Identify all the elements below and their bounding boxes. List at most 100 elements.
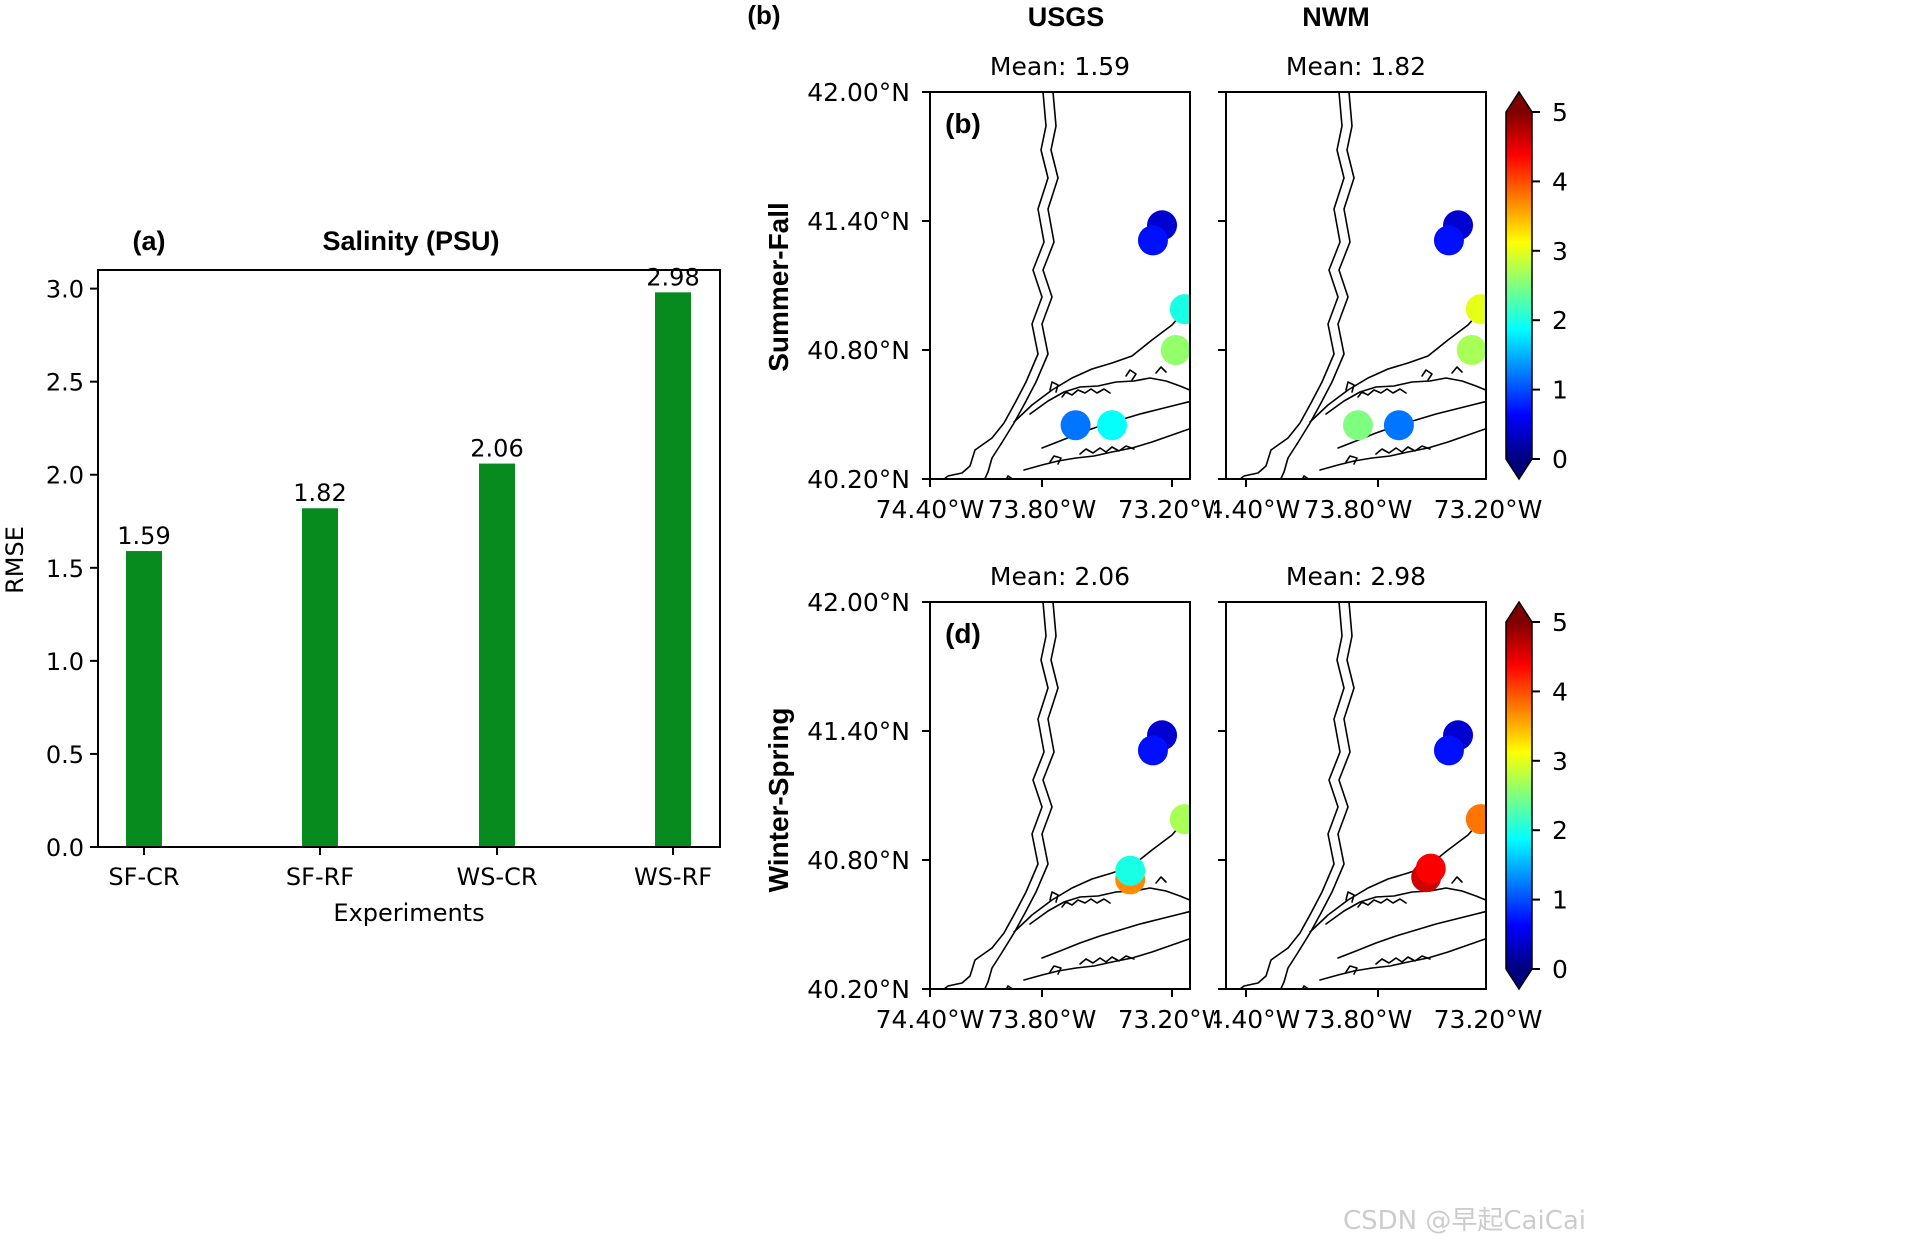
lon-tick-label: 73.80°W	[988, 1005, 1097, 1034]
bar-value-label: 2.98	[646, 263, 699, 291]
lat-tick-label: 40.20°N	[807, 465, 910, 494]
y-tick-label: 2.0	[46, 462, 84, 490]
map-background	[1226, 602, 1486, 989]
lat-tick-label: 42.00°N	[807, 78, 910, 107]
x-tick-label: WS-CR	[456, 863, 537, 891]
column-title-nwm: NWM	[1302, 2, 1369, 32]
lat-tick-label: 40.20°N	[807, 975, 910, 1004]
station-marker	[1383, 410, 1414, 441]
map-frame	[929, 601, 1191, 990]
colorbar: 0 1 2 3 4 5	[1505, 90, 1568, 481]
colorbar-tick-label: 5	[1552, 608, 1568, 637]
column-title-usgs: USGS	[1028, 2, 1105, 32]
rmse-bar-chart: (a) Salinity (PSU) 0.0 0.5 1.0 1.5 2.0 2.5 3.0…	[1, 226, 721, 927]
map-frame	[1225, 601, 1487, 990]
mean-label: Mean: 1.59	[990, 52, 1130, 81]
x-tick-label: SF-RF	[286, 863, 354, 891]
station-marker	[1097, 410, 1127, 441]
y-tick-label: 3.0	[46, 276, 84, 304]
colorbar-tick-label: 2	[1552, 306, 1568, 335]
bar-value-label: 1.82	[293, 479, 346, 507]
mean-label: Mean: 1.82	[1286, 52, 1426, 81]
lat-tick-label: 40.80°N	[807, 336, 910, 365]
lon-tick-label: 74.40°W	[1192, 495, 1301, 524]
station-marker	[1456, 335, 1486, 365]
lat-tick-label: 41.40°N	[807, 717, 910, 746]
x-tick-label: SF-CR	[108, 863, 179, 891]
lon-tick-label: 73.80°W	[988, 495, 1097, 524]
colorbar-tick-label: 4	[1552, 677, 1568, 706]
colorbar-tick-label: 4	[1552, 167, 1568, 196]
station-marker	[1433, 735, 1464, 766]
y-tick-label: 0.0	[46, 834, 84, 862]
colorbar-tick-label: 1	[1552, 376, 1568, 405]
bar-value-label: 2.06	[470, 435, 523, 463]
colorbar-tick-label: 3	[1552, 237, 1568, 266]
map-panel-summer-fall-nwm: Mean: 1.82	[1218, 52, 1487, 487]
y-tick-label: 2.5	[46, 369, 84, 397]
station-marker	[1115, 855, 1146, 886]
map-panel-winter-spring-nwm: Mean: 2.98	[1218, 562, 1487, 997]
lon-tick-label: 74.40°W	[876, 1005, 985, 1034]
station-marker	[1433, 225, 1464, 256]
bar-sf-rf	[302, 508, 338, 847]
bar-value-label: 1.59	[117, 522, 170, 550]
lon-tick-label: 73.20°W	[1118, 1005, 1227, 1034]
bar-sf-cr	[126, 551, 162, 847]
y-tick-label: 0.5	[46, 741, 84, 769]
station-marker	[1415, 853, 1446, 884]
lon-tick-labels: 74.40°W 73.80°W 73.20°W74.40°W 73.80°W 73.20…	[876, 1005, 1543, 1034]
lon-tick-labels: 74.40°W 73.80°W 73.20°W74.40°W 73.80°W 73.20…	[876, 495, 1543, 524]
row-title-winter-spring: Winter-Spring	[763, 708, 794, 893]
x-axis-label: Experiments	[333, 899, 484, 927]
bar-ws-cr	[479, 463, 515, 847]
lon-tick-label: 73.20°W	[1434, 495, 1543, 524]
colorbars: 0 1 2 3 4 5 0 1 2 3 4 5	[1505, 90, 1568, 991]
mean-label: Mean: 2.06	[990, 562, 1130, 591]
lon-tick-label: 73.20°W	[1118, 495, 1227, 524]
colorbar-gradient	[1506, 622, 1532, 969]
station-marker	[1137, 735, 1168, 766]
station-marker	[1160, 335, 1190, 365]
station-marker	[1465, 294, 1486, 325]
colorbar-extend-max	[1506, 602, 1532, 622]
colorbar-tick-label: 0	[1552, 955, 1568, 984]
station-marker	[1342, 410, 1373, 441]
station-marker	[1169, 804, 1190, 835]
bar-chart-title: Salinity (PSU)	[322, 226, 499, 256]
y-axis-label: RMSE	[1, 526, 29, 594]
map-panel-label: (d)	[945, 618, 981, 649]
map-frame	[929, 91, 1191, 480]
map-panel-winter-spring-usgs: Mean: 2.06 (d) 42.00°N 41.40°N 40.80°N 40.20°…	[807, 562, 1191, 1004]
salinity-map-panels: Mean: 1.59 (b) 42.00°N 41.40°N 40.80°N 40.20°…	[807, 52, 1543, 1034]
colorbar-extend-max	[1506, 92, 1532, 112]
lon-tick-label: 74.40°W	[876, 495, 985, 524]
x-axis: SF-CR SF-RF WS-CR WS-RF	[108, 847, 712, 891]
lat-tick-label: 40.80°N	[807, 846, 910, 875]
colorbar-tick-label: 1	[1552, 886, 1568, 915]
station-marker	[1060, 410, 1091, 441]
station-marker	[1169, 294, 1190, 325]
bar-series: 1.59 1.82 2.06 2.98	[117, 263, 700, 848]
map-panel-summer-fall-usgs: Mean: 1.59 (b) 42.00°N 41.40°N 40.80°N 40.20°…	[807, 52, 1191, 494]
mean-label: Mean: 2.98	[1286, 562, 1426, 591]
lon-tick-label: 74.40°W	[1192, 1005, 1301, 1034]
colorbar-tick-label: 3	[1552, 747, 1568, 776]
colorbar-tick-label: 0	[1552, 445, 1568, 474]
bar-ws-rf	[655, 292, 691, 848]
map-background	[930, 92, 1190, 479]
lon-tick-label: 73.80°W	[1304, 1005, 1413, 1034]
colorbar-tick-label: 2	[1552, 816, 1568, 845]
lat-tick-label: 42.00°N	[807, 588, 910, 617]
map-panel-label: (b)	[945, 108, 981, 139]
lon-tick-label: 73.20°W	[1434, 1005, 1543, 1034]
station-marker	[1137, 225, 1168, 256]
y-axis: 0.0 0.5 1.0 1.5 2.0 2.5 3.0	[46, 276, 98, 862]
panel-a-label: (a)	[133, 226, 166, 256]
panel-b-label: (b)	[747, 0, 780, 30]
x-tick-label: WS-RF	[634, 863, 712, 891]
lon-tick-label: 73.80°W	[1304, 495, 1413, 524]
colorbar: 0 1 2 3 4 5	[1505, 600, 1568, 991]
y-tick-label: 1.0	[46, 648, 84, 676]
